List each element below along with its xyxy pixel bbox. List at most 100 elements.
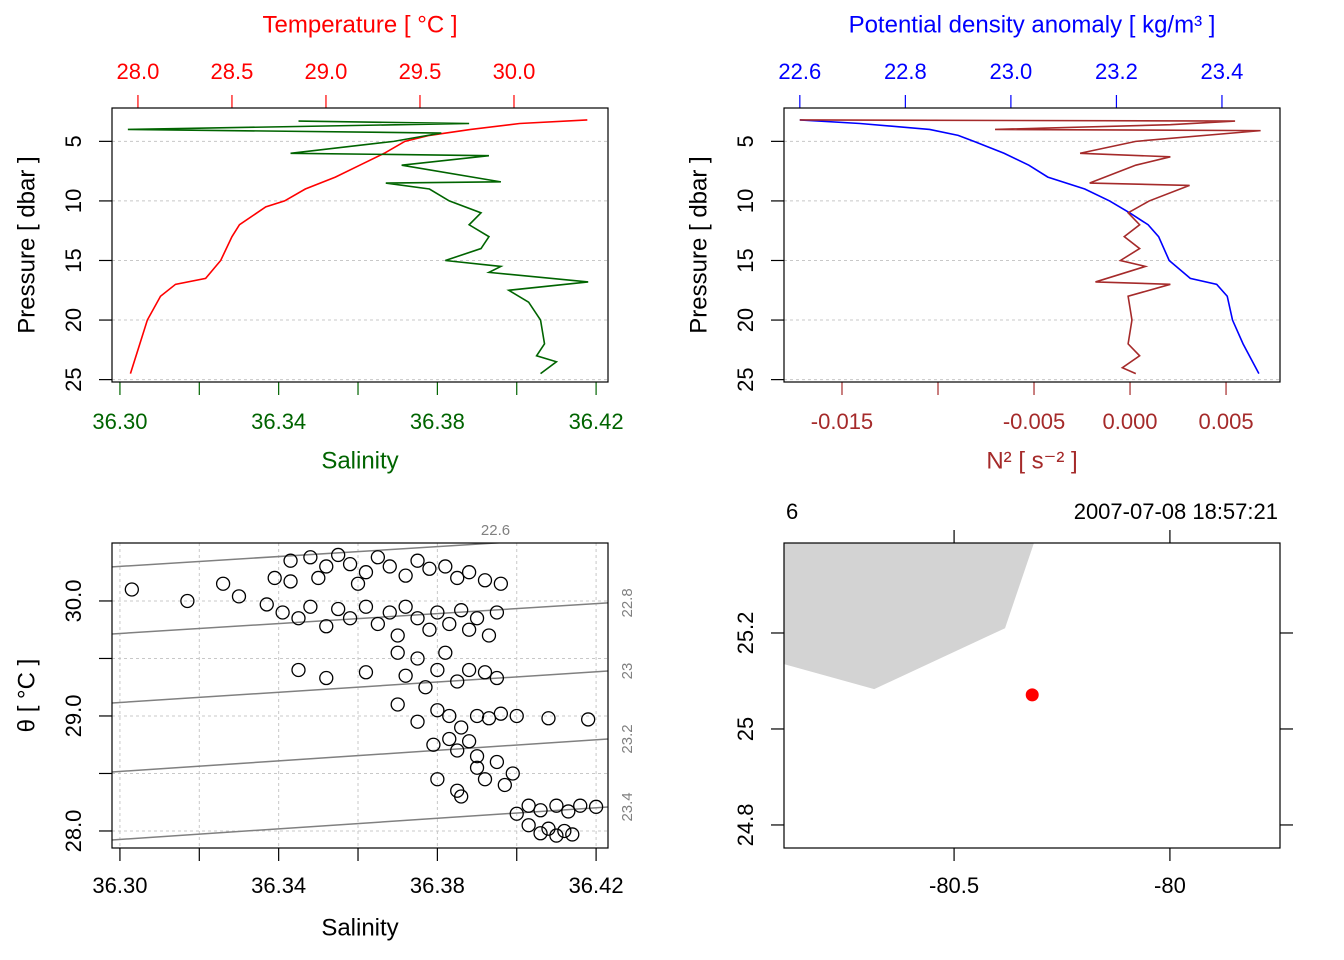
- point: [442, 731, 457, 747]
- isopycnal: [112, 738, 608, 773]
- point: [358, 599, 374, 614]
- point: [390, 628, 405, 643]
- y-axis-title: Pressure [ dbar ]: [685, 156, 712, 333]
- isopycnal: [112, 806, 608, 841]
- point: [358, 665, 374, 680]
- point: [358, 565, 374, 580]
- x-tick-label: 22.6: [778, 59, 821, 84]
- point: [557, 823, 572, 839]
- point: [267, 570, 282, 586]
- point: [442, 708, 457, 724]
- point: [573, 798, 588, 813]
- point: [291, 611, 306, 626]
- y-tick-label: 10: [61, 189, 86, 213]
- x-tick-label: 29.5: [399, 59, 442, 84]
- point: [461, 565, 477, 580]
- point: [430, 772, 445, 787]
- isopycnal-label: 23.4: [619, 792, 636, 821]
- profile-line: [127, 120, 589, 375]
- point: [581, 712, 596, 727]
- point: [370, 616, 386, 632]
- y-tick-label: 20: [61, 308, 86, 332]
- isopycnal: [112, 602, 608, 635]
- point: [398, 599, 413, 614]
- point: [588, 799, 604, 814]
- profile-line: [799, 119, 1261, 375]
- point: [442, 616, 457, 632]
- point: [469, 611, 485, 626]
- x-tick-label: 36.30: [92, 409, 147, 434]
- point: [477, 665, 493, 680]
- plot-area: [127, 119, 589, 375]
- isopycnal: [112, 543, 508, 568]
- y-tick-label: 25.2: [733, 612, 758, 655]
- point: [469, 749, 485, 764]
- y-tick-label: 25: [733, 717, 758, 741]
- plot-frame: [111, 107, 609, 383]
- point: [450, 570, 465, 586]
- x-tick-label: 28.0: [117, 59, 160, 84]
- point: [521, 798, 536, 813]
- y-tick-label: 28.0: [61, 810, 86, 853]
- station: [1025, 688, 1039, 702]
- point: [410, 651, 425, 666]
- point: [477, 573, 493, 588]
- isopycnal-label: 22.8: [619, 588, 636, 617]
- point: [231, 589, 247, 604]
- y-tick-label: 15: [61, 248, 86, 272]
- point: [505, 766, 520, 781]
- point: [481, 628, 497, 643]
- point: [303, 550, 318, 565]
- y-tick-label: 24.8: [733, 804, 758, 847]
- x-tick-label: 23.0: [989, 59, 1032, 84]
- y-tick-label: 5: [733, 135, 758, 147]
- isopycnal-label: 23: [619, 663, 636, 680]
- x-tick-label: -0.015: [811, 409, 873, 434]
- point: [382, 605, 397, 620]
- point: [180, 593, 195, 609]
- point: [541, 711, 556, 726]
- point: [493, 706, 509, 721]
- point: [565, 827, 580, 842]
- x-tick-label: 28.5: [211, 59, 254, 84]
- top-axis-title: Potential density anomaly [ kg/m³ ]: [849, 11, 1216, 38]
- point: [410, 714, 425, 729]
- point: [398, 668, 413, 683]
- point: [430, 662, 445, 678]
- x-tick-label: 36.38: [410, 409, 465, 434]
- point: [342, 611, 358, 626]
- y-tick-label: 10: [733, 189, 758, 213]
- point: [477, 772, 493, 787]
- x-tick-label: 30.0: [493, 59, 536, 84]
- point: [422, 561, 437, 576]
- x-tick-label: -0.005: [1003, 409, 1065, 434]
- point: [461, 622, 477, 637]
- x-tick-label: 36.42: [569, 409, 624, 434]
- isopycnal-label: 23.2: [619, 724, 636, 753]
- point: [215, 576, 231, 591]
- plot-frame: [111, 542, 609, 849]
- profile-line: [799, 119, 1260, 375]
- point: [410, 553, 425, 568]
- bottom-axis-title: Salinity: [321, 447, 398, 474]
- x-tick-label: -80: [1154, 873, 1186, 898]
- point: [533, 826, 548, 841]
- point: [370, 550, 386, 565]
- point: [319, 559, 334, 574]
- point: [461, 734, 477, 749]
- x-tick-label: 36.34: [251, 409, 306, 434]
- isopycnal-label: 22.6: [481, 522, 510, 539]
- plot-area: [799, 119, 1261, 375]
- point: [390, 697, 405, 712]
- point: [382, 559, 397, 574]
- x-tick-label: 0.005: [1199, 409, 1254, 434]
- point: [489, 670, 505, 686]
- x-tick-label: 29.0: [305, 59, 348, 84]
- y-tick-label: 29.0: [61, 695, 86, 738]
- point: [521, 818, 536, 833]
- x-tick-label: 36.30: [92, 873, 147, 898]
- station-time: 2007-07-08 18:57:21: [1074, 499, 1278, 524]
- top-axis-title: Temperature [ °C ]: [263, 11, 458, 38]
- point: [533, 803, 548, 818]
